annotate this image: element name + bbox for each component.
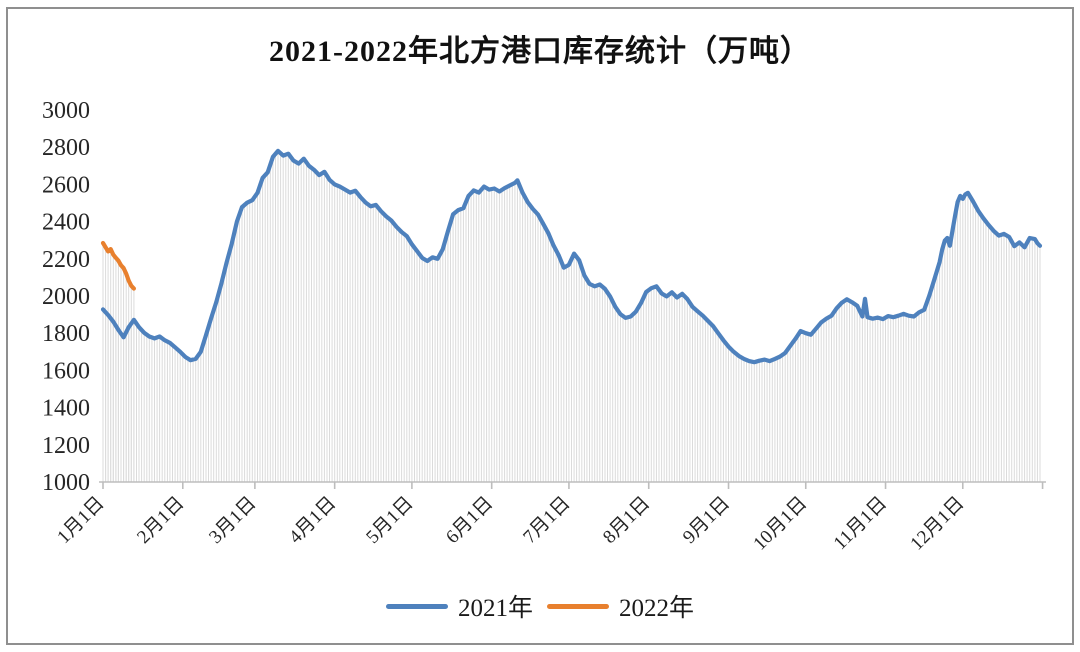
y-tick-label: 1600 bbox=[42, 358, 90, 384]
y-tick-label: 2600 bbox=[42, 172, 90, 198]
legend-item-2021: 2021年 bbox=[385, 588, 533, 624]
legend-label-2022: 2022年 bbox=[619, 595, 695, 622]
y-tick-label: 1200 bbox=[42, 433, 90, 459]
x-tick-label: 12月1日 bbox=[906, 493, 968, 555]
series-line-2021年 bbox=[100, 148, 1043, 365]
x-tick-label: 1月1日 bbox=[53, 493, 108, 548]
x-tick-label: 8月1日 bbox=[599, 493, 654, 548]
y-tick-label: 3000 bbox=[42, 98, 90, 124]
x-tick-label: 11月1日 bbox=[830, 493, 891, 554]
legend-swatch-2022 bbox=[547, 603, 609, 609]
legend-item-2022: 2022年 bbox=[547, 588, 694, 624]
y-tick-label: 2200 bbox=[42, 247, 90, 273]
x-tick-label: 4月1日 bbox=[285, 493, 340, 548]
y-tick-label: 2400 bbox=[42, 210, 90, 236]
y-tick-label: 2800 bbox=[42, 135, 90, 161]
x-tick-label: 6月1日 bbox=[442, 493, 497, 548]
x-tick-label: 5月1日 bbox=[362, 493, 417, 548]
y-tick-label: 1000 bbox=[42, 470, 90, 496]
series-line-2022年 bbox=[100, 240, 136, 291]
drop-lines-2021年 bbox=[102, 152, 1041, 482]
legend-label-2021: 2021年 bbox=[457, 595, 533, 622]
x-tick-label: 7月1日 bbox=[519, 493, 574, 548]
x-tick-label: 3月1日 bbox=[205, 493, 260, 548]
chart-title: 2021-2022年北方港口库存统计（万吨） bbox=[269, 35, 811, 68]
y-tick-label: 2000 bbox=[42, 284, 90, 310]
y-tick-label: 1800 bbox=[42, 321, 90, 347]
x-tick-label: 10月1日 bbox=[749, 493, 811, 555]
legend: 2021年 2022年 bbox=[0, 588, 1080, 624]
y-tick-label: 1400 bbox=[42, 396, 90, 422]
x-tick-label: 9月1日 bbox=[679, 493, 734, 548]
x-tick-label: 2月1日 bbox=[133, 493, 188, 548]
legend-swatch-2021 bbox=[385, 603, 448, 609]
drop-lines-2022年 bbox=[102, 244, 135, 482]
